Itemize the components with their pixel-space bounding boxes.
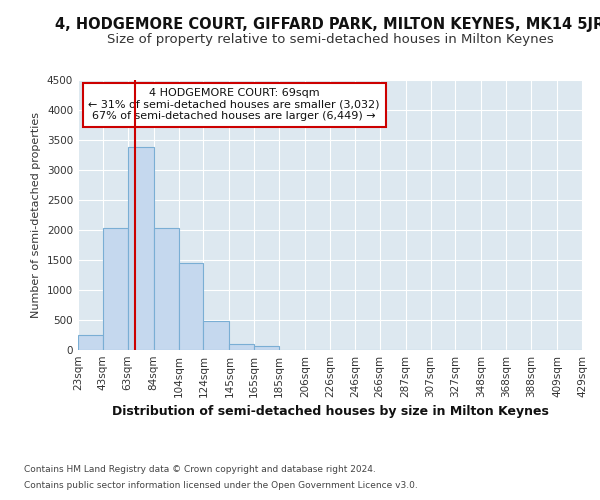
- Bar: [154, 228, 179, 350]
- Bar: [128, 147, 154, 350]
- Text: Contains public sector information licensed under the Open Government Licence v3: Contains public sector information licen…: [24, 480, 418, 490]
- Bar: [179, 263, 203, 350]
- Text: 4, HODGEMORE COURT, GIFFARD PARK, MILTON KEYNES, MK14 5JR: 4, HODGEMORE COURT, GIFFARD PARK, MILTON…: [55, 18, 600, 32]
- Text: 4 HODGEMORE COURT: 69sqm
← 31% of semi-detached houses are smaller (3,032)
67% o: 4 HODGEMORE COURT: 69sqm ← 31% of semi-d…: [88, 88, 380, 122]
- Bar: [254, 346, 279, 350]
- Text: Contains HM Land Registry data © Crown copyright and database right 2024.: Contains HM Land Registry data © Crown c…: [24, 466, 376, 474]
- Y-axis label: Number of semi-detached properties: Number of semi-detached properties: [31, 112, 41, 318]
- Bar: [103, 228, 128, 350]
- Text: Size of property relative to semi-detached houses in Milton Keynes: Size of property relative to semi-detach…: [107, 32, 553, 46]
- Bar: [78, 335, 103, 350]
- Bar: [229, 344, 254, 350]
- X-axis label: Distribution of semi-detached houses by size in Milton Keynes: Distribution of semi-detached houses by …: [112, 406, 548, 418]
- Bar: [203, 321, 229, 350]
